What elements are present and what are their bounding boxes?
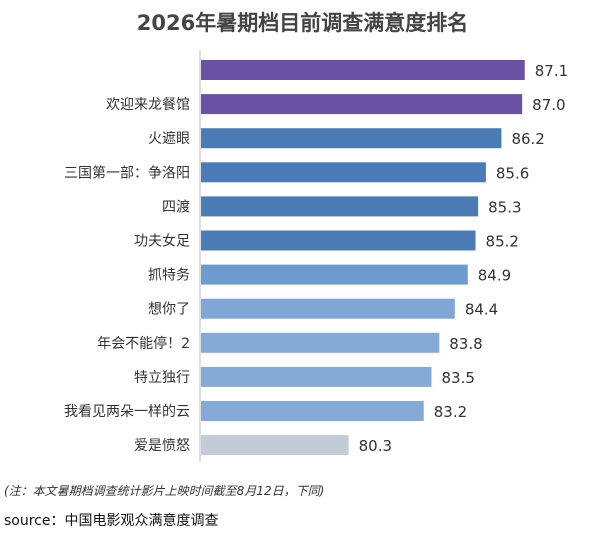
- category-label-3: 三国第一部：争洛阳: [64, 164, 190, 181]
- bar-value-label-8: 83.8: [449, 335, 482, 353]
- bar-chart: 87.1 87.0 欢迎来龙餐馆 86.2 火遮眼 85.6 三国第一部：争洛阳 85.3 四渡…: [64, 50, 568, 462]
- bar-value-label-1: 87.0: [532, 96, 565, 114]
- bar-4: [201, 196, 479, 217]
- bar-8: [201, 332, 440, 353]
- category-label-4: 四渡: [162, 199, 190, 215]
- bar-value-label-6: 84.9: [478, 267, 511, 285]
- bar-value-label-9: 83.5: [442, 369, 475, 387]
- category-label-1: 欢迎来龙餐馆: [106, 97, 190, 113]
- category-label-7: 想你了: [148, 302, 190, 318]
- category-label-10: 我看见两朵一样的云: [64, 404, 190, 420]
- category-label-8: 年会不能停！2: [97, 335, 190, 352]
- category-label-11: 爱是愤怒: [134, 438, 190, 454]
- bar-10: [201, 401, 424, 421]
- bar-9: [201, 366, 432, 387]
- category-label-6: 抓特务: [148, 268, 190, 284]
- bar-value-label-3: 85.6: [496, 164, 529, 182]
- source-label: source：中国电影观众满意度调查: [4, 513, 219, 529]
- bar-value-label-5: 85.2: [486, 233, 519, 251]
- chart-title: 2026年暑期档目前调查满意度排名: [136, 11, 469, 35]
- bar-value-label-10: 83.2: [434, 403, 467, 421]
- bar-value-label-2: 86.2: [511, 130, 544, 148]
- bar-2: [201, 128, 502, 149]
- bar-6: [201, 264, 468, 285]
- category-label-2: 火遮眼: [148, 131, 190, 147]
- bar-1: [201, 94, 523, 115]
- bar-11: [201, 435, 349, 456]
- bar-3: [201, 162, 486, 183]
- bar-value-label-4: 85.3: [488, 198, 521, 216]
- category-label-5: 功夫女足: [134, 233, 190, 250]
- footnote: (注：本文暑期档调查统计影片上映时间截至8月12日，下同): [4, 484, 325, 498]
- bar-value-label-11: 80.3: [359, 437, 392, 455]
- bar-0: [201, 60, 525, 80]
- category-label-9: 特立独行: [134, 370, 190, 386]
- bar-7: [201, 298, 455, 319]
- bar-value-label-0: 87.1: [535, 62, 568, 80]
- bar-5: [201, 230, 476, 251]
- bar-value-label-7: 84.4: [465, 301, 498, 319]
